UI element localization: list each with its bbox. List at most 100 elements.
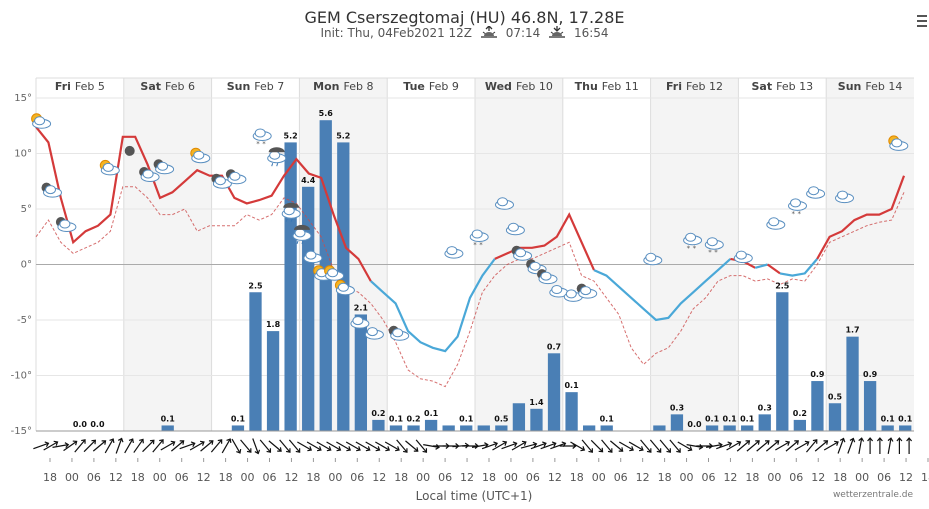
rain-cloud-icon [281, 202, 301, 222]
wind-shaft [847, 438, 854, 454]
precip-label: 2.5 [248, 281, 263, 290]
wind-shaft [492, 441, 507, 451]
wind-head [149, 439, 155, 445]
wind-arrow-icon [590, 439, 604, 453]
x-tick-label: 06 [526, 471, 540, 484]
cloud-shape [515, 248, 527, 258]
cloud-shape [471, 229, 483, 239]
cloud-shape [735, 250, 747, 260]
wind-head [839, 437, 846, 443]
x-tick-label: 12 [899, 471, 913, 484]
cloud-shape [446, 246, 458, 256]
temperature-line [494, 212, 596, 271]
y-tick-label: 10° [14, 149, 32, 160]
precip-bar [477, 425, 490, 431]
precip-label: 0.2 [406, 414, 420, 423]
wind-shaft [316, 441, 332, 451]
rain-drop [276, 163, 279, 167]
wind-shaft [252, 438, 259, 454]
precip-bar [565, 392, 578, 431]
cloud-shape [102, 162, 114, 172]
weather-icons: * ** * * ** ** * [31, 113, 909, 341]
rain-cloud-top [294, 224, 310, 230]
x-tick-label: 18 [570, 471, 584, 484]
wind-shaft [686, 444, 703, 448]
wind-arrow-icon [511, 440, 527, 451]
wind-head [887, 437, 894, 442]
chart-title: GEM Cserszegtomaj (HU) 46.8N, 17.28E [304, 8, 625, 27]
wind-arrow-icon [570, 441, 586, 452]
wind-head [493, 441, 498, 447]
cloud-icon [364, 327, 384, 340]
wind-arrow-icon [63, 440, 78, 452]
precip-bar [705, 425, 719, 431]
x-tick-label: 18 [43, 471, 57, 484]
precip-bar [231, 425, 245, 431]
credits: wetterzentrale.de [833, 490, 914, 500]
wind-arrow-icon [481, 441, 498, 450]
precip-label: 1.7 [845, 326, 859, 335]
wind-arrow-icon [336, 441, 352, 452]
wind-arrow-icon [375, 441, 391, 452]
x-tick-label: 00 [65, 471, 79, 484]
wind-head [170, 440, 176, 446]
moon-cloud-icon [576, 283, 598, 299]
dewpoint-line [35, 186, 905, 388]
wind-arrow-icon [133, 438, 144, 453]
wind-shaft [823, 441, 839, 451]
wind-head [295, 448, 301, 453]
wind-arrow-icon [252, 438, 261, 455]
cloud-icon [835, 190, 854, 204]
x-tick-label: 06 [87, 471, 101, 484]
wind-shaft [288, 439, 301, 453]
wind-shaft [160, 441, 175, 451]
precip-label: 5.2 [336, 131, 350, 140]
wind-head [190, 441, 196, 447]
wind-shaft [590, 439, 603, 453]
wind-head [598, 447, 604, 453]
wind-shaft [481, 442, 498, 450]
x-tick-label: 00 [855, 471, 869, 484]
wind-arrow-icon [628, 441, 644, 452]
wind-arrow-icon [268, 440, 282, 452]
wind-shaft [170, 440, 185, 452]
chart-menu-button[interactable] [917, 12, 927, 30]
sunrise-icon [480, 25, 498, 40]
wind-arrow-icon [640, 439, 652, 453]
x-tick-label: 18 [921, 471, 929, 484]
wind-arrow-icon [259, 439, 272, 453]
precip-label: 0.9 [863, 370, 878, 379]
wind-arrow-icon [200, 440, 214, 452]
wind-head [64, 442, 70, 448]
wind-shaft [415, 439, 427, 453]
wind-shaft [210, 439, 223, 453]
x-tick-label: 12 [723, 471, 737, 484]
precip-label: 0.5 [828, 392, 843, 401]
wind-arrow-icon [716, 441, 733, 450]
wind-head [755, 440, 760, 445]
wind-arrow-icon [696, 443, 714, 449]
cloud-shape [142, 169, 154, 179]
wind-head [785, 440, 791, 446]
day-date: Feb 9 [429, 80, 459, 93]
precip-bar [249, 292, 262, 431]
wind-head [646, 448, 652, 453]
precip-label: 0.3 [758, 403, 772, 412]
rain-drop [301, 240, 304, 245]
wind-head [356, 446, 361, 452]
snow-flakes: * [693, 244, 697, 252]
cloud-shape [507, 222, 519, 232]
precip-bar [530, 408, 543, 431]
wind-arrow-icon [837, 437, 846, 454]
wind-head [128, 438, 134, 444]
wind-shaft [326, 441, 341, 451]
day-band [650, 78, 739, 431]
cloud-shape [565, 289, 577, 299]
wind-arrow-icon [775, 440, 791, 451]
moon-shape [124, 145, 135, 156]
precip-label: 0.1 [723, 414, 738, 423]
snow-flakes: * [687, 244, 691, 252]
x-tick-label: 18 [394, 471, 408, 484]
precip-label: 2.5 [775, 281, 790, 290]
wind-head [823, 440, 829, 445]
